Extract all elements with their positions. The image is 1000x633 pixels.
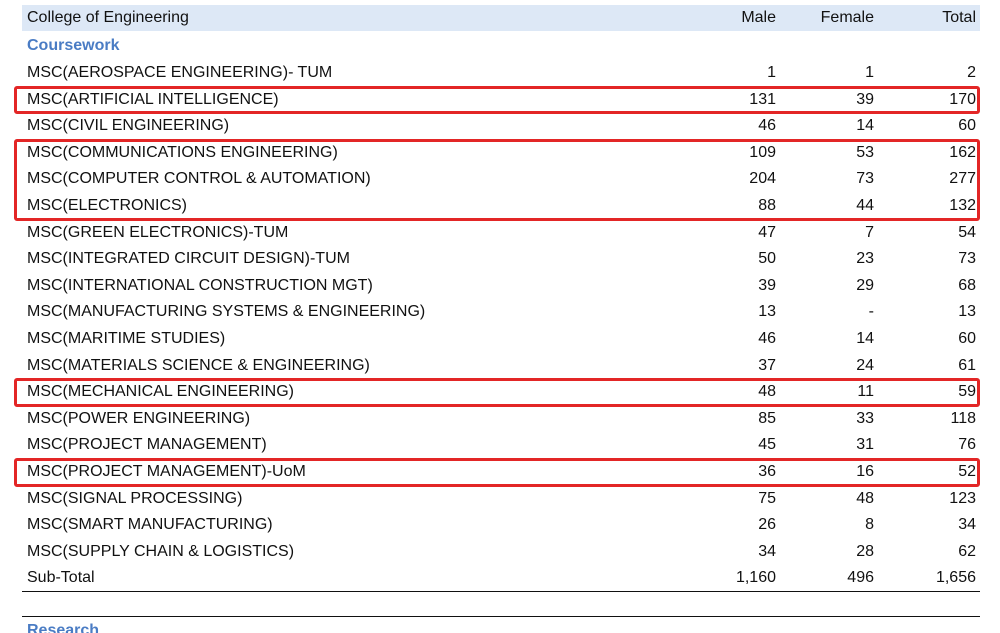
rule xyxy=(22,616,980,617)
table-cell: 48 xyxy=(758,383,776,401)
table-cell: 39 xyxy=(758,276,776,294)
table-cell: 46 xyxy=(758,330,776,347)
table-cell: MSC(SMART MANUFACTURING) xyxy=(27,516,273,534)
table-cell: 14 xyxy=(856,330,874,347)
table-cell: 1 xyxy=(767,64,776,81)
table-cell: 170 xyxy=(949,90,976,108)
table-cell: 204 xyxy=(749,170,776,188)
table-cell: MSC(MECHANICAL ENGINEERING) xyxy=(27,383,294,401)
header-background xyxy=(22,5,980,31)
subtotal-cell: Sub-Total xyxy=(27,569,95,587)
table-cell: MSC(COMPUTER CONTROL & AUTOMATION) xyxy=(27,170,371,188)
table-cell: 29 xyxy=(856,276,874,294)
table-cell: 118 xyxy=(950,409,976,427)
subtotal-cell: 496 xyxy=(847,569,874,587)
table-cell: 47 xyxy=(758,223,776,241)
table-cell: 14 xyxy=(856,117,874,135)
table-cell: 37 xyxy=(758,356,776,374)
table-cell: 26 xyxy=(758,516,776,534)
table-cell: 45 xyxy=(758,436,776,454)
table-cell: MSC(AEROSPACE ENGINEERING)- TUM xyxy=(27,64,333,81)
table-cell: 52 xyxy=(958,463,976,480)
table-cell: 76 xyxy=(958,436,976,454)
table-cell: 48 xyxy=(856,489,874,507)
table-cell: 277 xyxy=(949,170,976,188)
header-cell: Total xyxy=(942,9,976,26)
table-cell: MSC(SUPPLY CHAIN & LOGISTICS) xyxy=(27,542,295,560)
table-cell: MSC(INTERNATIONAL CONSTRUCTION MGT) xyxy=(27,276,373,294)
table-cell: 61 xyxy=(958,356,976,374)
table-cell: MSC(ARTIFICIAL INTELLIGENCE) xyxy=(27,90,279,108)
table-cell: - xyxy=(868,303,874,321)
table-cell: MSC(CIVIL ENGINEERING) xyxy=(27,117,230,135)
table-cell: MSC(MANUFACTURING SYSTEMS & ENGINEERING) xyxy=(27,303,426,321)
table-cell: 1 xyxy=(865,64,874,81)
table-cell: 88 xyxy=(758,197,776,214)
table-cell: 24 xyxy=(856,356,874,374)
table-cell: MSC(PROJECT MANAGEMENT) xyxy=(27,436,267,454)
table-cell: MSC(MARITIME STUDIES) xyxy=(27,330,226,347)
table-cell: 8 xyxy=(865,516,874,534)
table-cell: 54 xyxy=(958,223,976,241)
subtotal-cell: 1,160 xyxy=(735,569,776,587)
table-cell: MSC(SIGNAL PROCESSING) xyxy=(27,489,243,507)
table-cell: 31 xyxy=(856,436,874,454)
table-cell: 162 xyxy=(949,143,976,161)
table-cell: 28 xyxy=(856,542,874,560)
table-cell: 11 xyxy=(857,383,874,401)
table-cell: 46 xyxy=(758,117,776,135)
table-cell: 68 xyxy=(958,276,976,294)
table-cell: 36 xyxy=(758,463,776,480)
table-cell: MSC(MATERIALS SCIENCE & ENGINEERING) xyxy=(27,356,370,374)
table-cell: 60 xyxy=(958,330,976,347)
table-cell: 13 xyxy=(758,303,776,321)
header-cell: College of Engineering xyxy=(27,9,189,26)
table-cell: 23 xyxy=(856,250,874,268)
table-cell: MSC(PROJECT MANAGEMENT)-UoM xyxy=(27,463,306,480)
table-cell: 50 xyxy=(758,250,776,268)
table-cell: 13 xyxy=(958,303,976,321)
table-cell: 44 xyxy=(856,197,874,214)
table-cell: MSC(ELECTRONICS) xyxy=(27,197,188,214)
table-cell: 85 xyxy=(758,409,776,427)
section-title: Research xyxy=(27,622,100,633)
table-cell: 109 xyxy=(749,143,776,161)
table-cell: 53 xyxy=(856,143,874,161)
header-cell: Male xyxy=(741,9,776,26)
subtotal-cell: 1,656 xyxy=(935,569,976,587)
table-cell: MSC(GREEN ELECTRONICS)-TUM xyxy=(27,223,289,241)
table-cell: 34 xyxy=(958,516,976,534)
table-cell: MSC(POWER ENGINEERING) xyxy=(27,409,251,427)
table-cell: 60 xyxy=(958,117,976,135)
table-cell: MSC(INTEGRATED CIRCUIT DESIGN)-TUM xyxy=(27,250,350,268)
table-cell: 16 xyxy=(856,463,874,480)
header-cell: Female xyxy=(820,9,874,26)
highlight-box xyxy=(14,458,980,487)
highlight-box xyxy=(14,86,980,114)
table-cell: 7 xyxy=(865,223,874,241)
table-cell: 34 xyxy=(758,542,776,560)
highlight-box xyxy=(14,139,980,221)
highlight-box xyxy=(14,378,980,407)
table-cell: 73 xyxy=(856,170,874,188)
table-cell: 75 xyxy=(758,489,776,507)
table-cell: 39 xyxy=(856,90,874,108)
table-cell: 2 xyxy=(967,64,976,81)
table-cell: 131 xyxy=(749,90,776,108)
section-title: Coursework xyxy=(27,37,120,54)
table-cell: 59 xyxy=(958,383,976,401)
table-cell: 123 xyxy=(949,489,976,507)
rule xyxy=(22,591,980,592)
table-cell: MSC(COMMUNICATIONS ENGINEERING) xyxy=(27,143,338,161)
table-cell: 132 xyxy=(949,197,976,214)
table-cell: 62 xyxy=(958,542,976,560)
table-cell: 73 xyxy=(958,250,976,268)
table-cell: 33 xyxy=(856,409,874,427)
